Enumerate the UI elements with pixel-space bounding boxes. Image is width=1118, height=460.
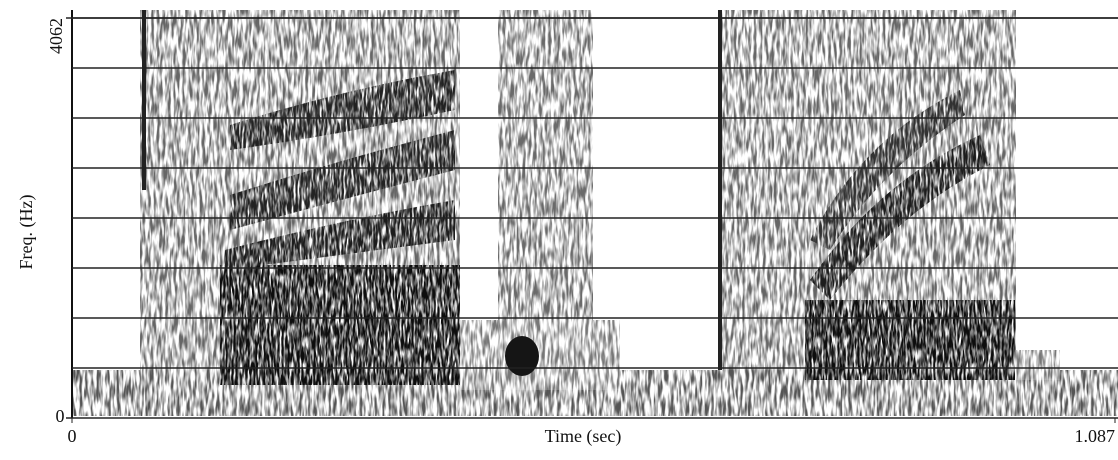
x-tick-label: 0 [68,426,77,446]
blob [505,336,539,376]
y-tick-label: 4062 [46,18,66,54]
onset [718,10,722,370]
onset [142,10,146,190]
formants [220,70,1015,385]
x-axis-label: Time (sec) [545,426,622,447]
y-axis-label: Freq. (Hz) [16,195,37,270]
y-tick-label: 0 [56,406,65,426]
spectrogram [72,10,1118,416]
x-tick-label: 1.087 [1075,426,1116,446]
